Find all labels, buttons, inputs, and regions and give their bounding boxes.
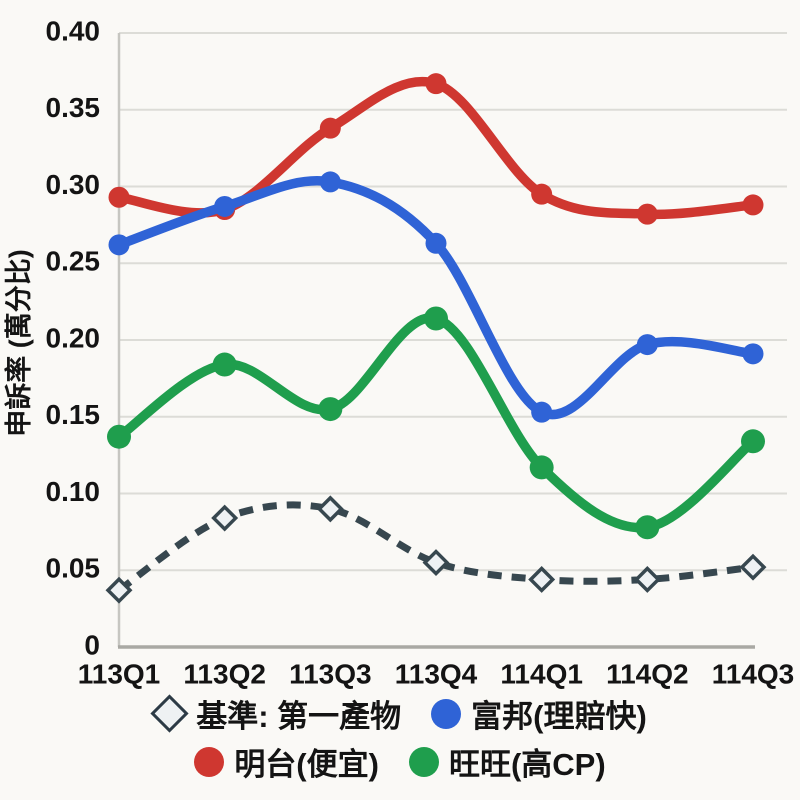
data-point-旺旺(高CP): [107, 424, 131, 449]
data-point-富邦(理賠快): [636, 334, 658, 356]
data-point-富邦(理賠快): [531, 401, 553, 423]
axes: [117, 33, 755, 649]
data-point-明台(便宜): [636, 203, 658, 225]
data-point-明台(便宜): [531, 183, 553, 205]
series-line-明台(便宜): [114, 76, 758, 220]
chart-legend: 基準: 第一產物 富邦(理賠快) 明台(便宜) 旺旺(高CP): [0, 691, 800, 784]
y-tick-label: 0.15: [46, 399, 101, 430]
series-line-旺旺(高CP): [114, 313, 758, 533]
x-tick-label: 113Q4: [395, 658, 478, 689]
data-point-diamond-基準: 第一產物: [528, 565, 556, 593]
data-point-明台(便宜): [319, 117, 341, 139]
legend-label: 基準: 第一產物: [196, 699, 402, 734]
legend-item: 富邦(理賠快): [431, 691, 647, 736]
y-tick-label: 0.40: [46, 15, 101, 46]
data-point-旺旺(高CP): [529, 455, 554, 480]
x-tick-label: 113Q3: [289, 658, 372, 689]
data-point-明台(便宜): [425, 73, 447, 95]
data-point-旺旺(高CP): [424, 306, 448, 331]
y-tick-label: 0.05: [46, 553, 101, 584]
x-tick-label: 114Q3: [712, 658, 795, 689]
data-point-旺旺(高CP): [212, 352, 237, 377]
legend-item: 明台(便宜): [194, 739, 379, 784]
legend-circle-icon: [431, 698, 462, 729]
data-point-旺旺(高CP): [635, 515, 660, 540]
data-point-富邦(理賠快): [319, 171, 341, 193]
legend-item: 基準: 第一產物: [150, 691, 402, 736]
data-point-富邦(理賠快): [425, 232, 447, 254]
x-tick-label: 114Q1: [500, 658, 583, 689]
data-point-明台(便宜): [108, 186, 130, 208]
y-tick-label: 0.35: [46, 92, 101, 123]
axis-tick-labels: 0 0.05 0.10 0.15 0.20 0.25 0.30 0.35 0.40 113Q1 11…: [46, 15, 795, 689]
data-point-diamond-基準: 第一產物: [211, 504, 239, 532]
y-tick-label: 0.10: [46, 476, 101, 507]
legend-label: 富邦(理賠快): [471, 699, 647, 734]
x-tick-label: 114Q2: [606, 658, 689, 689]
legend-label: 旺旺(高CP): [448, 747, 606, 782]
data-point-富邦(理賠快): [742, 343, 764, 365]
series-lines: [105, 73, 767, 604]
y-tick-label: 0.30: [46, 169, 101, 200]
y-tick-label: 0.20: [46, 322, 101, 353]
chart-plot-area: 0 0.05 0.10 0.15 0.20 0.25 0.30 0.35 0.40 113Q1 11…: [3, 15, 795, 689]
data-point-富邦(理賠快): [108, 234, 130, 256]
y-tick-label: 0.25: [46, 246, 101, 277]
gridlines: [119, 32, 787, 572]
legend-circle-icon: [194, 746, 225, 777]
data-point-明台(便宜): [742, 194, 764, 216]
legend-row: 基準: 第一產物 富邦(理賠快): [150, 691, 647, 736]
data-point-diamond-基準: 第一產物: [316, 495, 344, 523]
legend-circle-icon: [408, 746, 439, 777]
data-point-diamond-基準: 第一產物: [422, 549, 450, 577]
data-point-diamond-基準: 第一產物: [105, 576, 133, 604]
data-point-diamond-基準: 第一產物: [739, 553, 767, 581]
legend-label: 明台(便宜): [234, 747, 379, 782]
legend-row: 明台(便宜) 旺旺(高CP): [194, 739, 606, 784]
y-tick-label: 0: [84, 629, 100, 660]
data-point-旺旺(高CP): [318, 397, 343, 422]
x-tick-label: 113Q1: [78, 658, 161, 689]
x-tick-label: 113Q2: [183, 658, 266, 689]
data-point-富邦(理賠快): [214, 195, 236, 217]
legend-diamond-icon: [150, 694, 189, 733]
legend-item: 旺旺(高CP): [408, 739, 606, 784]
data-point-diamond-基準: 第一產物: [633, 565, 661, 593]
data-point-旺旺(高CP): [741, 429, 765, 454]
y-axis-title: 申訴率 (萬分比): [3, 249, 34, 436]
